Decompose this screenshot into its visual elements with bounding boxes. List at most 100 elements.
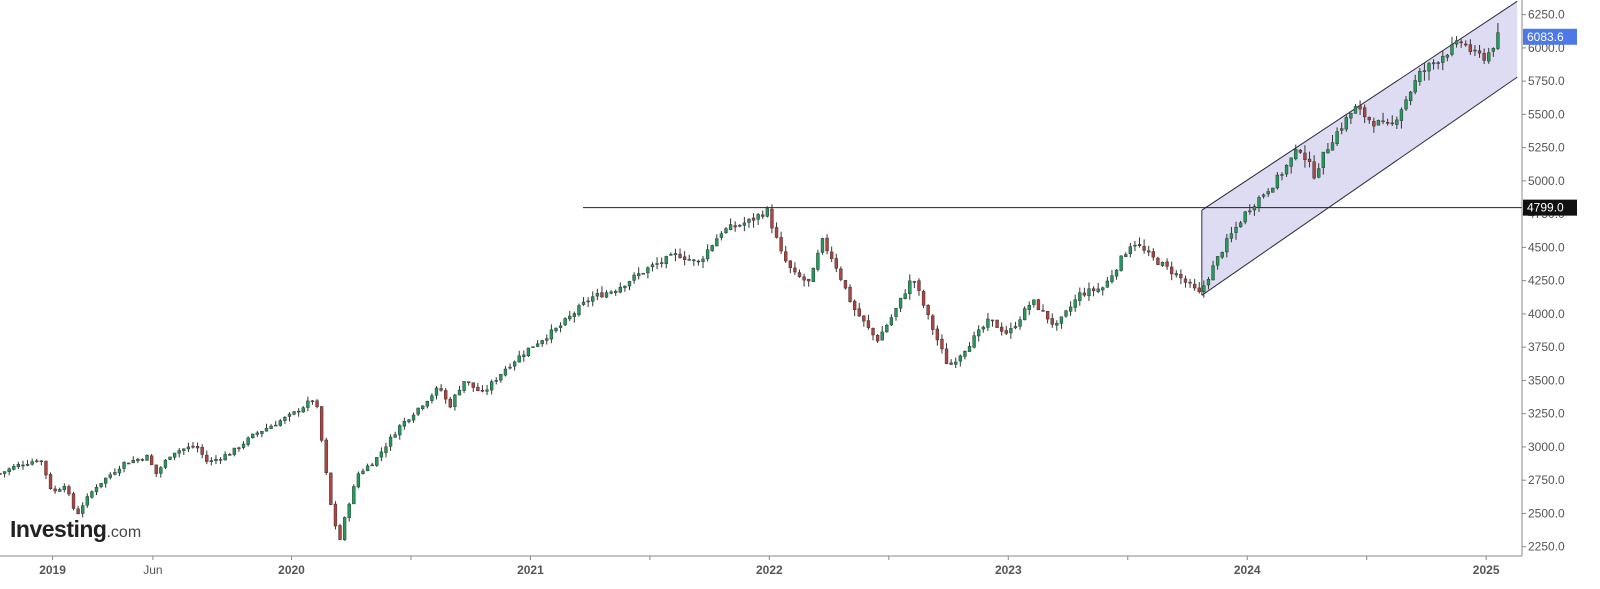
candle-body (462, 381, 466, 391)
candle-body (705, 249, 710, 260)
candle (104, 477, 108, 488)
candle-body (1427, 63, 1431, 72)
candle-body (738, 224, 742, 227)
candle-body (618, 286, 622, 293)
candle (1271, 187, 1275, 193)
candle (205, 450, 209, 465)
candle-body (94, 487, 99, 493)
candle-body (641, 273, 645, 275)
candle-body (669, 254, 673, 256)
candle (687, 254, 691, 261)
candle-body (1496, 32, 1500, 49)
candle-body (981, 326, 985, 330)
candle-body (1188, 281, 1192, 284)
candle (117, 465, 122, 477)
candle-body (1459, 41, 1463, 44)
candle-body (159, 467, 163, 474)
candle-body (1192, 283, 1197, 289)
candle (1312, 155, 1316, 180)
candle-body (315, 400, 319, 407)
candle-body (1473, 49, 1477, 52)
candle (807, 278, 811, 287)
candle (765, 206, 770, 218)
candle-body (871, 327, 875, 336)
candle-body (609, 291, 613, 294)
candle (108, 472, 112, 480)
candle-body (986, 318, 990, 328)
candle (379, 447, 384, 462)
candle-body (1073, 299, 1077, 308)
candle (44, 460, 48, 480)
candle (816, 249, 820, 272)
candle-body (246, 437, 250, 445)
candle-body (370, 464, 374, 467)
candle-body (1404, 99, 1408, 110)
candle (76, 505, 80, 515)
candle (1137, 237, 1142, 248)
candle-body (485, 389, 489, 392)
candle-body (1064, 310, 1068, 317)
candle-body (1321, 151, 1325, 168)
candle (742, 216, 747, 232)
candle (131, 456, 135, 464)
candle (251, 433, 255, 439)
candle-body (384, 446, 388, 453)
candle-body (191, 445, 195, 448)
candle-body (1151, 251, 1155, 258)
candle (53, 485, 57, 494)
candle (503, 366, 508, 377)
candle-body (448, 398, 452, 408)
candle-body (182, 448, 186, 451)
candle-body (278, 420, 282, 426)
candle-body (751, 217, 756, 221)
candle (921, 289, 926, 309)
candle (1220, 251, 1224, 260)
candle (1105, 277, 1110, 288)
candle-body (954, 361, 958, 365)
candle (591, 291, 595, 307)
candle (1151, 248, 1155, 261)
candle (1009, 322, 1013, 339)
candle-body (1335, 131, 1339, 144)
candle (113, 468, 117, 476)
candle (1211, 260, 1215, 281)
candle (145, 454, 149, 461)
candle-body (931, 315, 935, 330)
candle (545, 334, 549, 345)
candle (1266, 188, 1270, 197)
candle-body (489, 381, 494, 391)
candle (434, 386, 439, 400)
candle-body (30, 461, 34, 465)
candle-body (1045, 311, 1050, 320)
candle (393, 431, 397, 438)
candle (1096, 282, 1100, 294)
candle (85, 493, 89, 508)
candle (1174, 270, 1178, 278)
candle (370, 462, 374, 467)
candle (489, 379, 494, 395)
candle-body (21, 464, 25, 467)
candle (1487, 47, 1491, 64)
candle (62, 483, 67, 493)
candle (1192, 278, 1197, 291)
candle-body (16, 464, 21, 468)
candle (1298, 148, 1303, 154)
y-axis: 2250.0 2500.0 2750.0 3000.0 3250.0 3500.0 3750… (1521, 0, 1565, 556)
candle-body (977, 329, 981, 337)
candle-body (623, 285, 627, 289)
candle (21, 460, 25, 470)
candle-body (595, 293, 600, 297)
candle (852, 299, 857, 317)
candle (1367, 116, 1371, 124)
x-tick-label: Jun (143, 563, 162, 577)
candle-body (875, 335, 880, 342)
candle-body (476, 386, 480, 392)
candle-body (627, 281, 632, 287)
candle-body (1179, 273, 1183, 279)
candle-body (572, 313, 577, 317)
candle-body (480, 389, 485, 392)
candle (1450, 36, 1454, 57)
candle-body (1422, 70, 1427, 72)
candle-body (7, 468, 11, 472)
candle (1349, 112, 1353, 124)
